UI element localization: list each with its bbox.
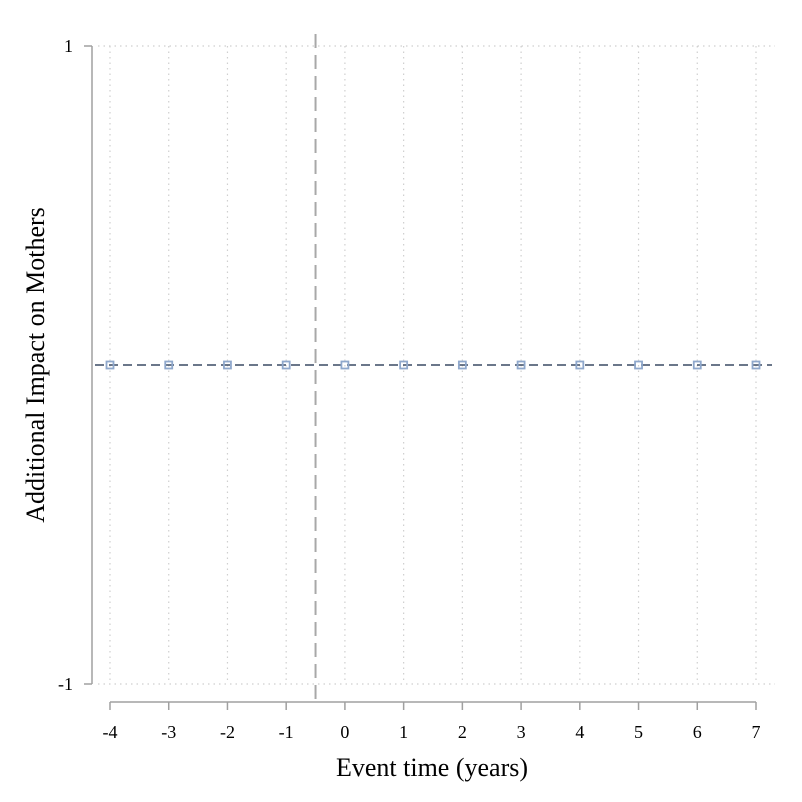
x-tick-label: -4 xyxy=(103,722,118,742)
x-tick-label: 6 xyxy=(693,722,702,742)
data-point xyxy=(692,360,702,370)
y-axis-title: Additional Impact on Mothers xyxy=(21,207,50,523)
x-tick-label: 7 xyxy=(752,722,761,742)
data-point xyxy=(164,360,174,370)
data-point xyxy=(105,360,115,370)
x-tick-label: -2 xyxy=(220,722,235,742)
axes xyxy=(84,45,757,710)
x-tick-label: 4 xyxy=(575,722,584,742)
data-point xyxy=(575,360,585,370)
data-point xyxy=(516,360,526,370)
x-tick-label: 1 xyxy=(399,722,408,742)
data-points xyxy=(105,360,761,370)
x-tick-label: 3 xyxy=(517,722,526,742)
data-point xyxy=(457,360,467,370)
data-point xyxy=(340,360,350,370)
tick-labels: 1 -1 -4 -3 -2 -1 0 1 2 3 4 5 6 7 xyxy=(58,36,761,742)
y-tick-label: 1 xyxy=(64,36,73,56)
data-point xyxy=(751,360,761,370)
x-tick-label: -1 xyxy=(279,722,294,742)
data-point xyxy=(223,360,232,370)
x-tick-label: -3 xyxy=(161,722,176,742)
reference-lines xyxy=(95,34,772,702)
x-tick-label: 0 xyxy=(340,722,349,742)
data-point xyxy=(281,360,291,370)
x-tick-label: 2 xyxy=(458,722,467,742)
data-point xyxy=(634,360,643,370)
data-point xyxy=(399,360,409,370)
y-tick-label: -1 xyxy=(58,674,73,694)
x-axis-title: Event time (years) xyxy=(336,753,528,782)
x-tick-label: 5 xyxy=(634,722,643,742)
